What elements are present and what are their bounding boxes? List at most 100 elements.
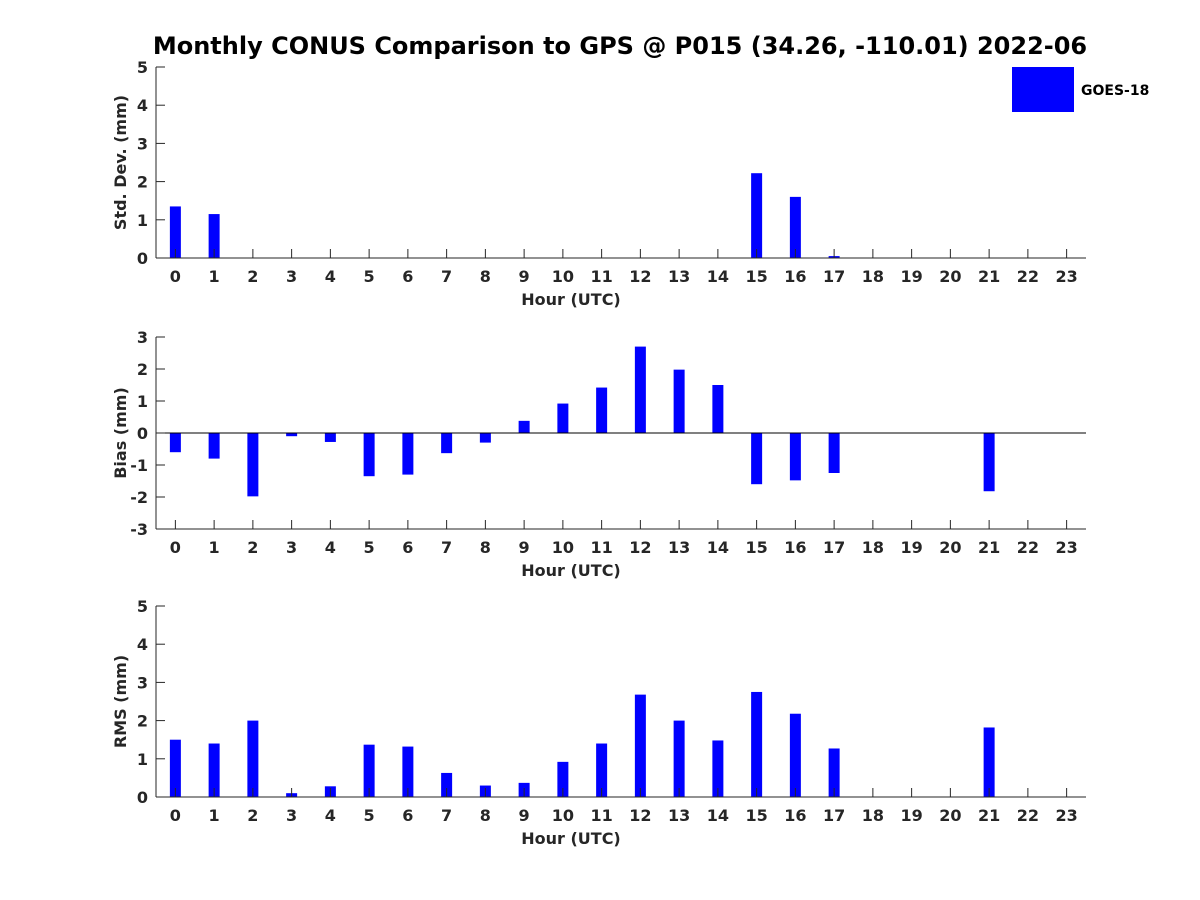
bias-bar-hour-10 (557, 403, 569, 433)
bias-x-tick-label: 18 (862, 538, 884, 557)
bias-bar-hour-8 (479, 433, 491, 443)
bias-bar-hour-16 (789, 433, 801, 481)
rms-x-tick-label: 7 (441, 806, 452, 825)
stddev-x-tick-label: 15 (745, 267, 767, 286)
stddev-x-tick-label: 7 (441, 267, 452, 286)
bias-y-tick-label: 0 (137, 424, 148, 443)
rms-x-tick-label: 0 (170, 806, 181, 825)
stddev-x-tick-label: 12 (629, 267, 651, 286)
bias-x-tick-label: 23 (1055, 538, 1077, 557)
stddev-x-tick-label: 9 (519, 267, 530, 286)
rms-x-tick-label: 10 (552, 806, 574, 825)
rms-x-tick-label: 19 (900, 806, 922, 825)
stddev-x-tick-label: 19 (900, 267, 922, 286)
bias-bar-hour-6 (402, 433, 414, 475)
stddev-x-tick-label: 11 (590, 267, 612, 286)
stddev-x-tick-label: 21 (978, 267, 1000, 286)
stddev-y-tick-label: 0 (137, 249, 148, 268)
rms-x-tick-label: 22 (1017, 806, 1039, 825)
stddev-x-tick-label: 10 (552, 267, 574, 286)
bias-x-tick-label: 2 (247, 538, 258, 557)
bias-bar-hour-7 (441, 433, 453, 454)
bias-x-tick-label: 1 (209, 538, 220, 557)
stddev-x-tick-label: 4 (325, 267, 336, 286)
bias-y-tick-label: 2 (137, 360, 148, 379)
stddev-x-tick-label: 20 (939, 267, 961, 286)
stddev-bar-hour-1 (208, 214, 220, 258)
bias-x-tick-label: 4 (325, 538, 336, 557)
bias-bar-hour-3 (286, 433, 298, 437)
bias-x-tick-label: 15 (745, 538, 767, 557)
bias-x-tick-label: 10 (552, 538, 574, 557)
rms-x-tick-label: 18 (862, 806, 884, 825)
stddev-bar-hour-15 (751, 173, 763, 258)
bias-x-tick-label: 20 (939, 538, 961, 557)
rms-y-tick-label: 5 (137, 597, 148, 616)
bias-x-tick-label: 0 (170, 538, 181, 557)
stddev-x-tick-label: 14 (707, 267, 729, 286)
bias-x-tick-label: 7 (441, 538, 452, 557)
rms-x-tick-label: 6 (402, 806, 413, 825)
legend-label: GOES-18 (1081, 83, 1149, 99)
rms-x-tick-label: 23 (1055, 806, 1077, 825)
bias-x-tick-label: 9 (519, 538, 530, 557)
stddev-x-tick-label: 5 (364, 267, 375, 286)
bias-bar-hour-4 (324, 433, 336, 442)
legend-swatch (1012, 67, 1074, 112)
stddev-x-tick-label: 22 (1017, 267, 1039, 286)
stddev-y-tick-label: 1 (137, 211, 148, 230)
rms-x-tick-label: 2 (247, 806, 258, 825)
rms-x-tick-label: 13 (668, 806, 690, 825)
stddev-x-tick-label: 13 (668, 267, 690, 286)
rms-bar-hour-10 (557, 761, 569, 797)
rms-y-tick-label: 0 (137, 788, 148, 807)
rms-x-tick-label: 12 (629, 806, 651, 825)
rms-bar-hour-6 (402, 746, 414, 797)
stddev-x-tick-label: 2 (247, 267, 258, 286)
rms-bar-hour-14 (712, 740, 724, 797)
stddev-x-tick-label: 23 (1055, 267, 1077, 286)
bias-x-tick-label: 17 (823, 538, 845, 557)
bias-y-tick-label: -1 (130, 456, 148, 475)
rms-x-tick-label: 4 (325, 806, 336, 825)
rms-x-tick-label: 21 (978, 806, 1000, 825)
bias-y-tick-label: 3 (137, 328, 148, 347)
bias-x-tick-label: 21 (978, 538, 1000, 557)
rms-bar-hour-1 (208, 743, 220, 797)
bias-bar-hour-2 (247, 433, 259, 497)
bias-x-tick-label: 3 (286, 538, 297, 557)
stddev-bar-hour-16 (789, 196, 801, 258)
rms-x-tick-label: 5 (364, 806, 375, 825)
bias-bar-hour-14 (712, 385, 724, 433)
bias-x-tick-label: 13 (668, 538, 690, 557)
rms-y-tick-label: 3 (137, 673, 148, 692)
bias-bar-hour-13 (673, 369, 685, 433)
bias-y-axis-label: Bias (mm) (111, 387, 130, 479)
stddev-x-tick-label: 18 (862, 267, 884, 286)
rms-y-tick-label: 1 (137, 750, 148, 769)
bias-bar-hour-1 (208, 433, 220, 459)
rms-x-tick-label: 8 (480, 806, 491, 825)
stddev-x-tick-label: 8 (480, 267, 491, 286)
rms-x-tick-label: 1 (209, 806, 220, 825)
rms-x-axis-label: Hour (UTC) (521, 829, 621, 848)
bias-x-tick-label: 8 (480, 538, 491, 557)
rms-x-tick-label: 16 (784, 806, 806, 825)
bias-y-tick-label: 1 (137, 392, 148, 411)
stddev-y-tick-label: 5 (137, 58, 148, 77)
rms-x-tick-label: 3 (286, 806, 297, 825)
stddev-x-tick-label: 17 (823, 267, 845, 286)
stddev-y-tick-label: 3 (137, 134, 148, 153)
stddev-x-tick-label: 16 (784, 267, 806, 286)
bias-x-axis-label: Hour (UTC) (521, 561, 621, 580)
bias-bar-hour-12 (634, 346, 646, 433)
bias-y-tick-label: -3 (130, 520, 148, 539)
bias-x-tick-label: 11 (590, 538, 612, 557)
rms-bar-hour-2 (247, 720, 259, 797)
rms-bar-hour-12 (634, 694, 646, 797)
stddev-x-tick-label: 3 (286, 267, 297, 286)
bias-bar-hour-9 (518, 420, 530, 433)
bias-bar-hour-5 (363, 433, 375, 477)
